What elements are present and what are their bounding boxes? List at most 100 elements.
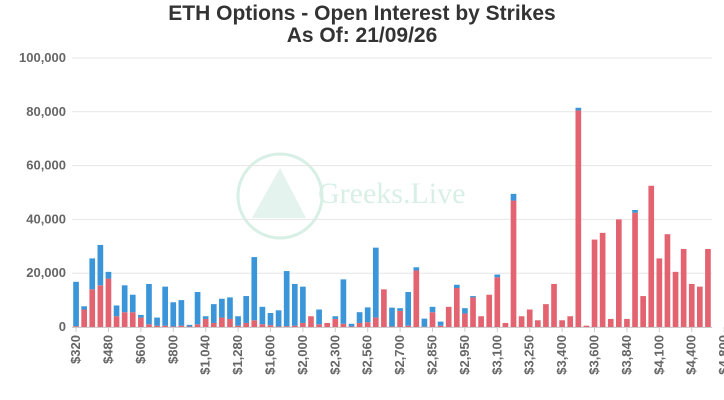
bar-calls[interactable] xyxy=(129,294,136,313)
bar-puts[interactable] xyxy=(559,320,565,327)
bar-puts[interactable] xyxy=(300,322,306,327)
bar-puts[interactable] xyxy=(364,322,371,327)
bar-calls[interactable] xyxy=(81,306,87,310)
bar-puts[interactable] xyxy=(356,322,363,327)
bar-puts[interactable] xyxy=(162,325,168,327)
bar-puts[interactable] xyxy=(243,322,250,327)
bar-calls[interactable] xyxy=(575,107,582,111)
bar-puts[interactable] xyxy=(291,325,298,327)
bar-puts[interactable] xyxy=(445,306,452,327)
bar-puts[interactable] xyxy=(235,325,241,327)
bar-calls[interactable] xyxy=(364,307,371,323)
bar-puts[interactable] xyxy=(170,326,177,327)
bar-puts[interactable] xyxy=(316,324,322,327)
bar-puts[interactable] xyxy=(486,294,493,327)
bar-calls[interactable] xyxy=(178,300,185,326)
bar-puts[interactable] xyxy=(324,322,331,327)
bar-calls[interactable] xyxy=(251,257,258,321)
bar-puts[interactable] xyxy=(81,309,87,327)
bar-calls[interactable] xyxy=(405,292,412,326)
bar-puts[interactable] xyxy=(510,200,517,327)
bar-puts[interactable] xyxy=(664,234,671,327)
bar-puts[interactable] xyxy=(113,316,120,327)
bar-puts[interactable] xyxy=(429,312,436,327)
bar-puts[interactable] xyxy=(624,318,630,327)
bar-puts[interactable] xyxy=(219,317,225,327)
bar-calls[interactable] xyxy=(154,317,160,326)
bar-puts[interactable] xyxy=(583,325,590,327)
bar-puts[interactable] xyxy=(599,232,606,327)
bar-puts[interactable] xyxy=(640,296,646,327)
bar-puts[interactable] xyxy=(259,324,266,327)
bar-puts[interactable] xyxy=(227,318,233,327)
bar-puts[interactable] xyxy=(146,324,152,327)
bar-calls[interactable] xyxy=(356,312,363,323)
bar-calls[interactable] xyxy=(235,316,241,326)
bar-puts[interactable] xyxy=(478,316,484,327)
bar-calls[interactable] xyxy=(300,286,306,323)
bar-puts[interactable] xyxy=(680,248,687,327)
bar-calls[interactable] xyxy=(437,321,444,326)
bar-calls[interactable] xyxy=(632,209,638,213)
bar-calls[interactable] xyxy=(413,267,420,271)
bar-calls[interactable] xyxy=(421,318,428,327)
bar-calls[interactable] xyxy=(210,304,217,323)
bar-puts[interactable] xyxy=(129,312,136,327)
bar-puts[interactable] xyxy=(405,325,412,327)
bar-puts[interactable] xyxy=(567,316,574,327)
bar-puts[interactable] xyxy=(105,278,112,327)
bar-puts[interactable] xyxy=(186,326,193,327)
bar-puts[interactable] xyxy=(210,322,217,327)
bar-puts[interactable] xyxy=(518,316,525,327)
bar-calls[interactable] xyxy=(121,285,128,313)
bar-puts[interactable] xyxy=(397,310,403,327)
bar-puts[interactable] xyxy=(656,258,663,327)
bar-calls[interactable] xyxy=(186,324,193,327)
bar-puts[interactable] xyxy=(413,270,420,327)
bar-puts[interactable] xyxy=(607,318,614,327)
bar-puts[interactable] xyxy=(348,326,355,327)
bar-puts[interactable] xyxy=(275,326,282,327)
bar-calls[interactable] xyxy=(462,308,468,314)
bar-calls[interactable] xyxy=(275,310,282,327)
bar-calls[interactable] xyxy=(494,274,501,278)
bar-puts[interactable] xyxy=(381,289,387,327)
bar-puts[interactable] xyxy=(372,317,379,327)
bar-puts[interactable] xyxy=(194,324,201,327)
bar-calls[interactable] xyxy=(470,296,476,298)
bar-calls[interactable] xyxy=(243,296,250,323)
bar-calls[interactable] xyxy=(372,247,379,318)
bar-puts[interactable] xyxy=(202,318,209,327)
bar-puts[interactable] xyxy=(138,317,144,327)
bar-calls[interactable] xyxy=(105,271,112,279)
bar-calls[interactable] xyxy=(202,316,209,319)
bar-puts[interactable] xyxy=(534,320,541,327)
bar-calls[interactable] xyxy=(510,193,517,201)
bar-calls[interactable] xyxy=(348,323,355,327)
bar-calls[interactable] xyxy=(97,244,104,286)
bar-calls[interactable] xyxy=(219,298,225,318)
bar-puts[interactable] xyxy=(332,318,339,327)
bar-calls[interactable] xyxy=(138,314,144,318)
bar-calls[interactable] xyxy=(429,306,436,313)
bar-calls[interactable] xyxy=(316,309,322,325)
bar-calls[interactable] xyxy=(146,283,152,325)
bar-calls[interactable] xyxy=(332,316,339,319)
bar-puts[interactable] xyxy=(73,326,79,327)
bar-puts[interactable] xyxy=(283,326,290,327)
bar-puts[interactable] xyxy=(543,304,549,327)
bar-puts[interactable] xyxy=(551,283,557,327)
bar-puts[interactable] xyxy=(453,288,460,327)
bar-puts[interactable] xyxy=(267,325,274,327)
bar-calls[interactable] xyxy=(227,297,233,319)
bar-puts[interactable] xyxy=(526,309,533,327)
bar-puts[interactable] xyxy=(389,326,395,327)
bar-calls[interactable] xyxy=(283,271,290,327)
bar-puts[interactable] xyxy=(470,297,476,327)
bar-calls[interactable] xyxy=(389,307,395,327)
bar-puts[interactable] xyxy=(121,312,128,327)
bar-puts[interactable] xyxy=(494,277,501,327)
bar-puts[interactable] xyxy=(340,323,347,327)
bar-puts[interactable] xyxy=(97,285,104,327)
bar-puts[interactable] xyxy=(502,322,509,327)
